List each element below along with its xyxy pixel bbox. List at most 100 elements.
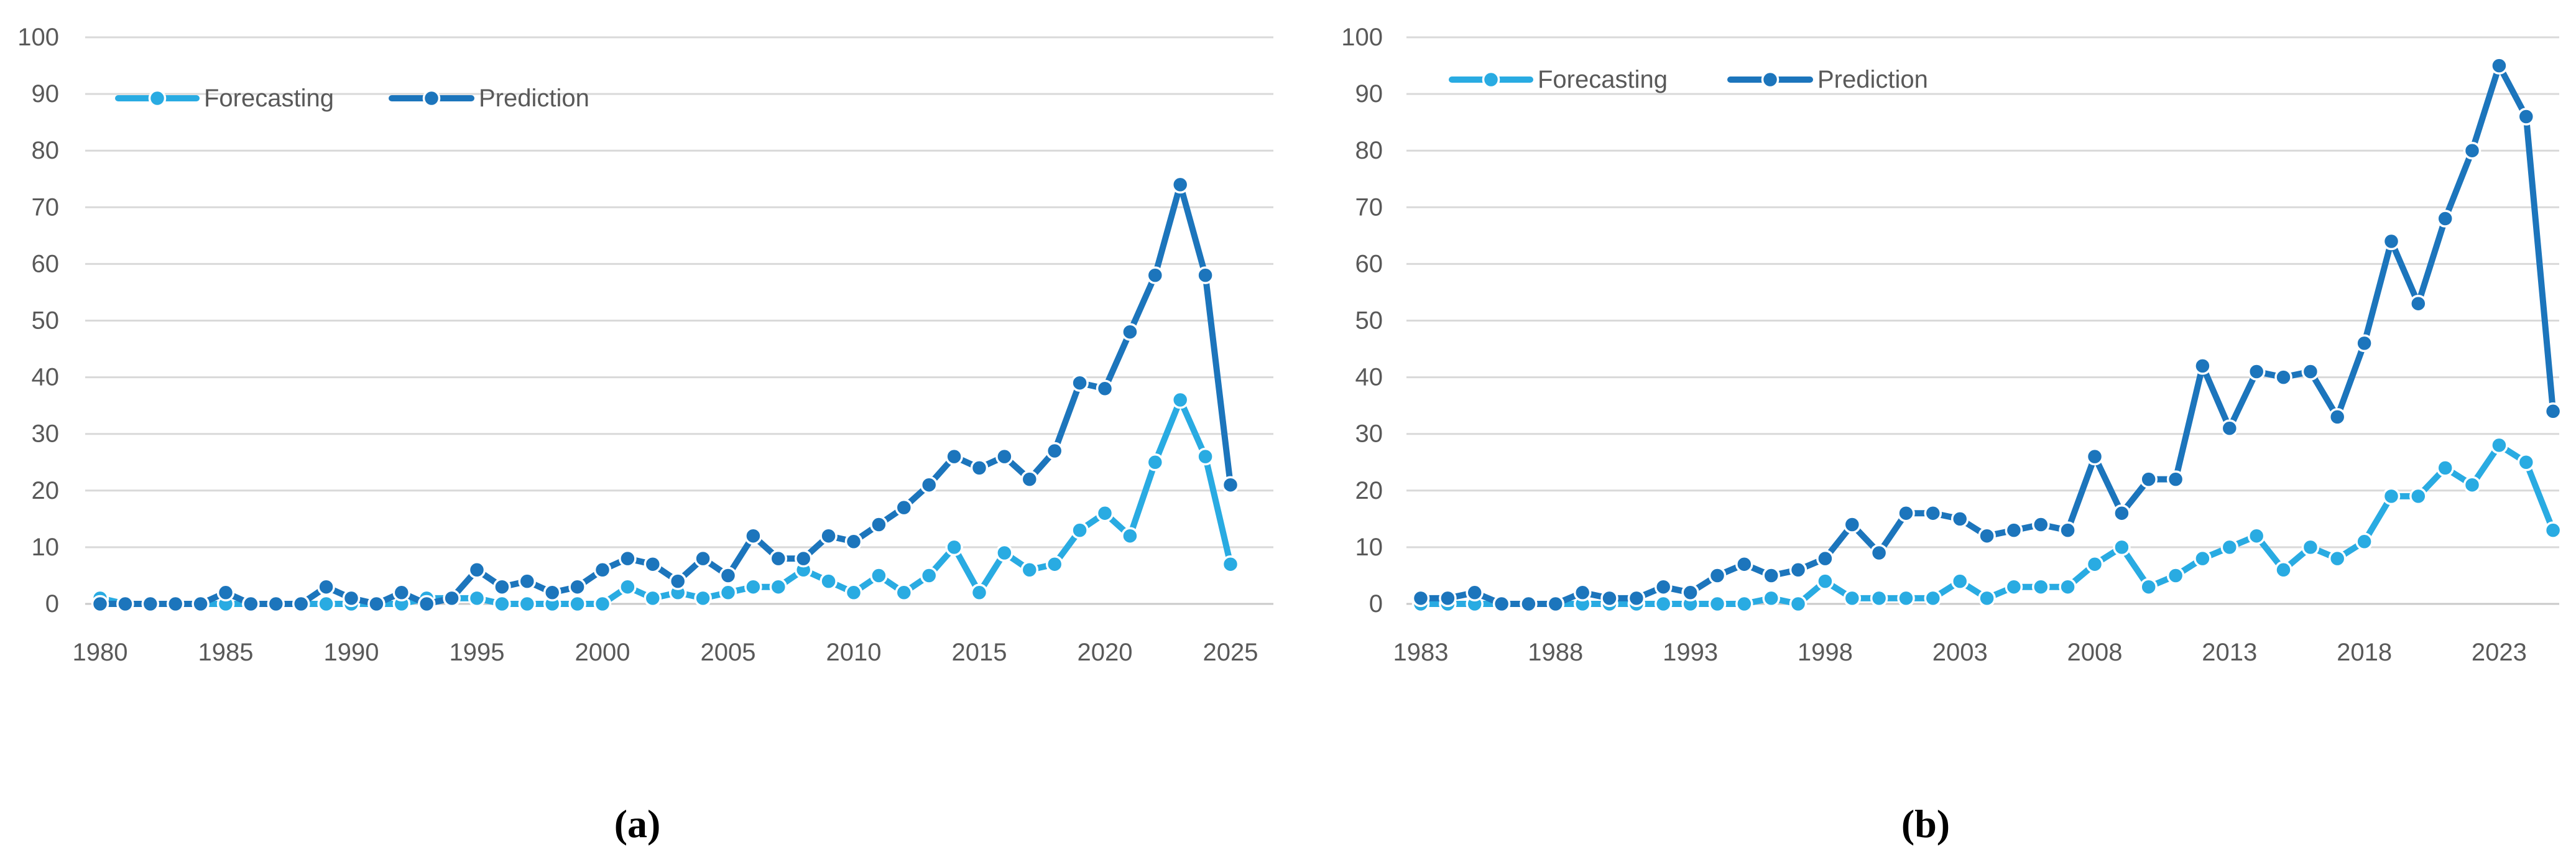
prediction-marker	[267, 595, 285, 613]
legend-marker-swatch	[1761, 70, 1780, 89]
y-tick-label: 100	[17, 24, 59, 51]
prediction-marker	[468, 561, 486, 579]
x-tick-label: 2000	[575, 639, 630, 666]
y-tick-label: 0	[45, 590, 59, 618]
prediction-marker	[1071, 374, 1089, 392]
prediction-marker	[2490, 57, 2508, 75]
prediction-marker	[2436, 210, 2454, 228]
forecasting-marker	[1762, 589, 1780, 608]
prediction-marker	[1146, 266, 1165, 284]
x-tick-label: 1985	[198, 639, 254, 666]
forecasting-marker	[995, 544, 1013, 562]
legend-label: Prediction	[479, 85, 589, 112]
prediction-marker	[1045, 442, 1064, 460]
series-prediction	[91, 175, 1240, 613]
forecasting-marker	[2113, 538, 2131, 557]
prediction-marker	[769, 549, 788, 568]
forecasting-marker	[2005, 578, 2023, 596]
y-tick-label: 0	[1369, 590, 1383, 618]
x-tick-label: 2010	[826, 639, 882, 666]
prediction-marker	[543, 583, 561, 602]
forecasting-line	[1418, 442, 2557, 607]
forecasting-marker	[2328, 549, 2347, 568]
prediction-marker	[1789, 561, 1807, 579]
prediction-marker	[1897, 504, 1915, 522]
x-tick-label: 2020	[1078, 639, 1133, 666]
x-tick-label: 1993	[1663, 639, 1718, 666]
x-tick-label: 1990	[324, 639, 379, 666]
forecasting-marker	[2247, 527, 2266, 545]
prediction-marker	[1520, 595, 1538, 613]
prediction-marker	[895, 498, 913, 517]
x-tick-label: 2018	[2337, 639, 2392, 666]
forecasting-marker	[2301, 538, 2320, 557]
prediction-marker	[2032, 516, 2050, 534]
forecasting-marker	[2059, 578, 2077, 596]
prediction-marker	[2301, 363, 2320, 381]
prediction-marker	[1439, 589, 1457, 608]
forecasting-marker	[1096, 504, 1114, 522]
legend-item-forecasting: Forecasting	[1449, 66, 1668, 93]
forecasting-marker	[694, 589, 712, 608]
prediction-marker	[794, 549, 813, 568]
forecasting-marker	[468, 589, 486, 608]
prediction-marker	[920, 476, 938, 494]
x-tick-label: 2005	[701, 639, 756, 666]
prediction-marker	[317, 578, 335, 596]
prediction-marker	[292, 595, 310, 613]
prediction-marker	[1573, 583, 1592, 602]
forecasting-marker	[1978, 589, 1996, 608]
forecasting-marker	[2085, 555, 2104, 573]
forecasting-marker	[1708, 595, 1727, 613]
prediction-marker	[91, 595, 109, 613]
y-tick-label: 10	[1355, 534, 1383, 561]
prediction-marker	[870, 516, 888, 534]
forecasting-marker	[1843, 589, 1862, 608]
gridlines	[1406, 36, 2559, 605]
forecasting-marker	[1897, 589, 1915, 608]
prediction-marker	[116, 595, 134, 613]
prediction-marker	[342, 589, 361, 608]
prediction-marker	[1924, 504, 1942, 522]
forecasting-marker	[744, 578, 762, 596]
prediction-marker	[2409, 294, 2427, 313]
prediction-marker	[1492, 595, 1511, 613]
prediction-marker	[2059, 521, 2077, 539]
y-tick-label: 100	[1341, 24, 1383, 51]
prediction-marker	[2085, 447, 2104, 466]
forecasting-marker	[1654, 595, 1673, 613]
prediction-marker	[619, 549, 637, 568]
forecasting-marker	[870, 567, 888, 585]
forecasting-marker	[518, 595, 537, 613]
prediction-marker	[568, 578, 586, 596]
prediction-marker	[417, 595, 436, 613]
y-tick-label: 20	[32, 477, 60, 504]
legend-label: Forecasting	[204, 85, 334, 112]
x-tick-label: 1983	[1393, 639, 1449, 666]
gridlines	[85, 36, 1273, 605]
prediction-marker	[945, 447, 963, 466]
legend-label: Prediction	[1817, 66, 1928, 93]
prediction-marker	[2517, 108, 2536, 126]
prediction-marker	[1600, 589, 1618, 608]
forecasting-marker	[819, 572, 838, 590]
y-tick-label: 60	[32, 250, 60, 277]
forecasting-marker	[1146, 453, 1165, 471]
forecasting-marker	[2409, 487, 2427, 506]
prediction-marker	[2463, 141, 2481, 160]
y-tick-label: 70	[1355, 193, 1383, 221]
caption-a: (a)	[614, 802, 661, 846]
prediction-marker	[2355, 334, 2373, 353]
prediction-marker	[593, 561, 612, 579]
forecasting-marker	[2382, 487, 2401, 506]
prediction-marker	[668, 572, 687, 590]
forecasting-marker	[2517, 453, 2536, 471]
forecasting-marker	[1121, 527, 1139, 545]
prediction-marker	[1196, 266, 1214, 284]
x-tick-label: 2015	[952, 639, 1007, 666]
y-axis-labels: 0 10 20 30 40 50 60 70 80 90 100	[17, 24, 59, 618]
prediction-marker	[1466, 583, 1484, 602]
prediction-marker	[1870, 544, 1888, 562]
prediction-marker	[166, 595, 185, 613]
